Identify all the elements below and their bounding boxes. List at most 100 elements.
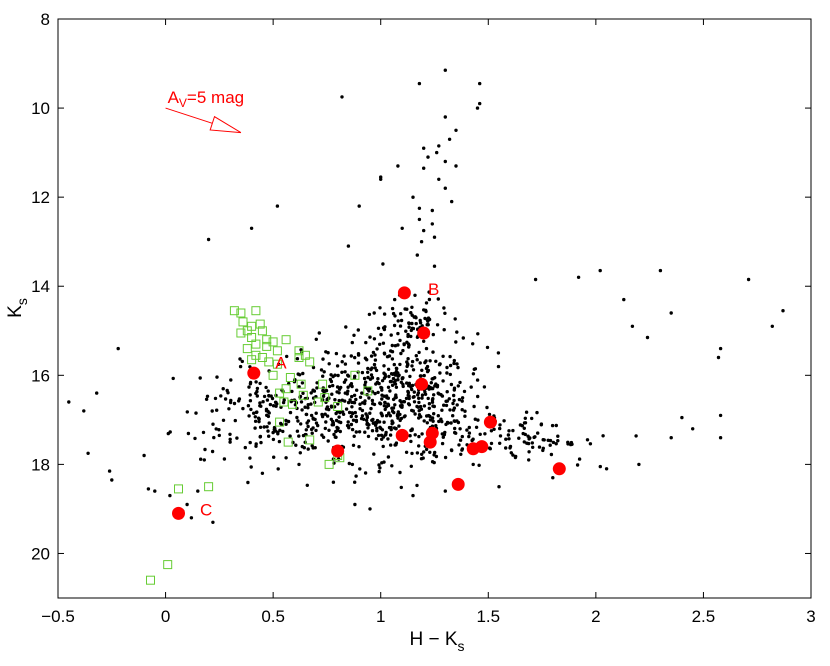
field-star-point [455,362,459,366]
field-star-point [422,308,426,312]
field-star-point [369,367,373,372]
field-star-point [420,393,425,397]
field-star-point [430,208,434,213]
field-star-point [390,406,394,410]
field-star-point [383,325,387,329]
field-star-point [284,456,288,460]
field-star-point [746,277,751,282]
field-star-point [432,235,437,239]
field-star-point [329,373,333,377]
field-star-point [455,419,459,423]
field-star-point [410,387,414,392]
field-star-point [366,426,370,430]
field-star-point [453,317,457,321]
field-star-point [502,419,506,423]
field-star-point [452,358,456,363]
field-star-point [346,244,351,248]
field-star-point [351,418,356,422]
field-star-point [349,422,354,427]
field-star-point [311,416,315,420]
field-star-point [394,395,398,400]
field-star-point [476,332,480,336]
field-star-point [523,432,527,437]
field-star-point [395,366,399,371]
field-star-point [325,397,329,402]
field-star-point [394,426,398,431]
red-circle-point [417,326,431,340]
field-star-point [422,404,427,408]
field-star-point [427,406,431,410]
field-star-point [433,376,437,380]
field-star-point [422,228,426,233]
field-star-point [350,394,354,399]
field-star-point [718,413,723,418]
field-star-point [350,411,354,415]
field-star-point [406,402,411,406]
red-circle-point [397,286,411,300]
field-star-point [186,431,191,436]
green-square-point [288,399,297,409]
field-star-point [326,351,330,355]
field-star-point [598,268,602,273]
field-star-point [437,419,441,424]
field-star-point [413,293,417,297]
field-star-point [367,423,371,427]
green-square-point [281,335,291,345]
field-star-point [411,195,415,199]
field-star-point [417,434,421,439]
field-star-point [522,440,526,444]
red-circle-point [172,506,185,520]
field-star-point [410,359,415,364]
vector-label-sub: V [179,96,187,110]
field-star-point [718,436,723,440]
field-star-point [437,144,441,148]
field-star-point [284,422,288,426]
field-star-point [431,404,435,408]
field-star-point [347,461,351,466]
field-star-point [452,393,456,398]
field-star-point [478,101,482,106]
field-star-point [204,397,209,401]
field-star-point [324,420,328,424]
red-circle-point [451,477,465,491]
field-star-point [257,417,261,421]
field-star-point [363,356,368,360]
field-star-point [475,378,480,382]
field-star-point [680,415,684,420]
field-star-point [340,95,344,99]
field-star-point [432,393,436,397]
field-star-point [598,464,602,469]
x-tick-label: 2 [591,607,600,626]
field-star-point [422,166,426,170]
plot-frame [57,18,812,599]
field-star-point [354,419,359,424]
x-tick-label: 2.5 [692,607,716,626]
field-star-point [387,354,392,358]
field-star-point [297,385,301,389]
field-star-point [306,447,310,451]
field-star-point [314,428,318,433]
field-star-point [228,432,232,436]
field-star-point [390,306,395,311]
green-square-point [279,397,289,407]
field-star-point [417,444,421,448]
field-star-point [232,401,237,406]
green-square-point [363,386,373,396]
field-star-point [356,353,361,357]
field-star-point [467,434,471,439]
field-star-point [355,388,359,392]
field-star-point [373,366,377,370]
field-star-point [458,380,462,385]
field-star-point [384,432,388,437]
point-label: A [275,354,287,373]
field-star-point [435,150,439,155]
field-star-point [377,381,381,386]
field-star-point [350,462,355,467]
field-star-point [267,434,271,438]
x-tick-label: −0.5 [41,607,75,626]
field-star-point [252,411,256,415]
field-star-point [146,487,151,491]
field-star-point [456,384,460,388]
field-star-point [554,442,558,446]
